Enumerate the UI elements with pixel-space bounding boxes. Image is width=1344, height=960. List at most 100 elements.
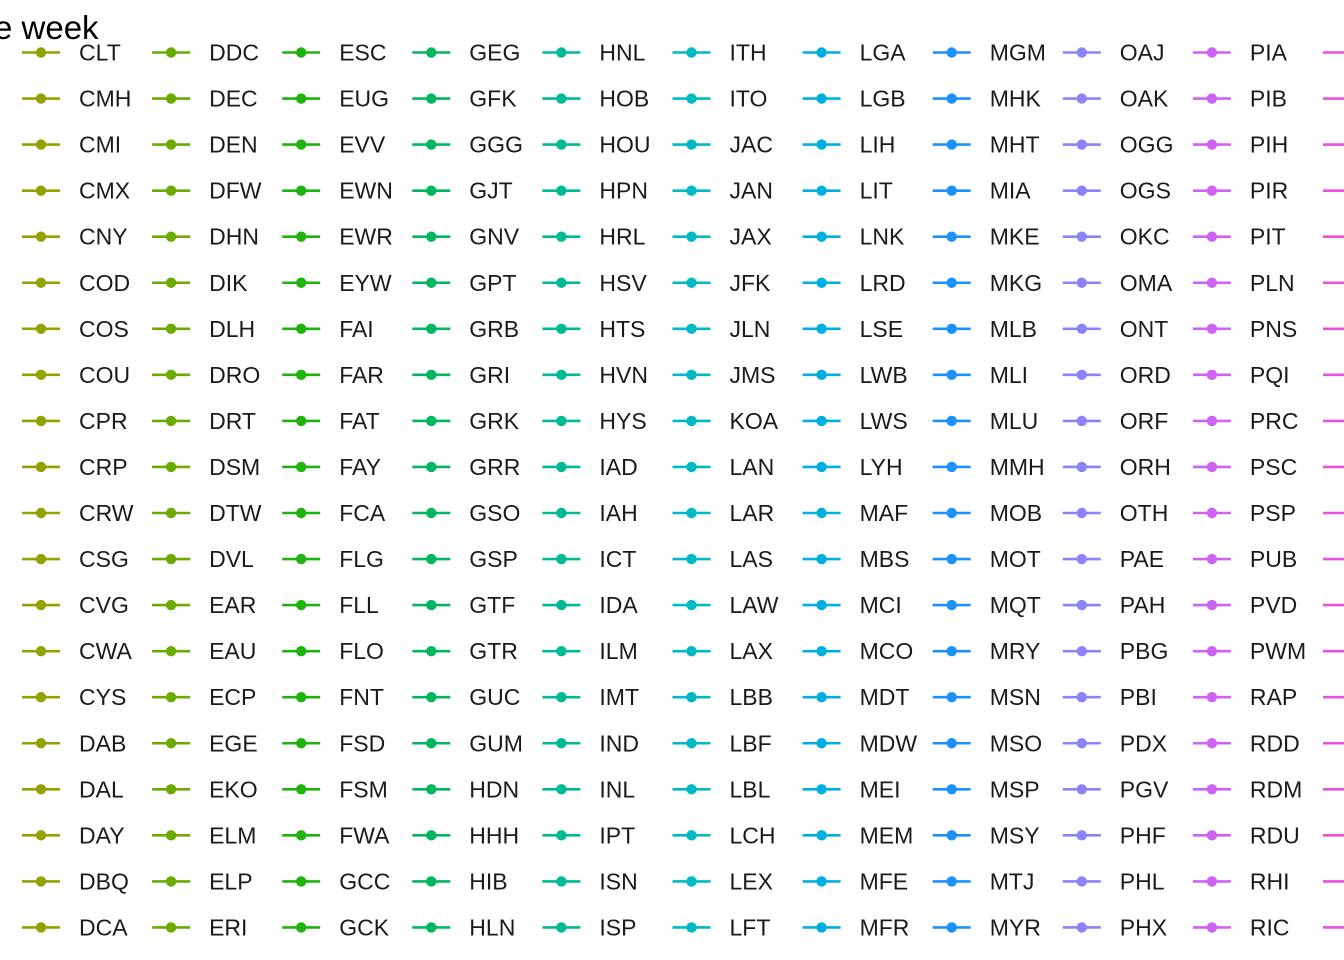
legend-label: JLN	[730, 316, 771, 342]
legend-key-point	[296, 738, 307, 749]
legend-item: FSM	[282, 776, 388, 802]
legend-label: OTH	[1120, 500, 1169, 526]
legend-key-point	[816, 277, 827, 288]
legend-item: MSO	[932, 730, 1042, 756]
legend-key-point	[35, 922, 47, 933]
legend-item: GGG	[412, 132, 523, 158]
legend-item: OKC	[1062, 224, 1170, 250]
legend-label: LAR	[730, 500, 775, 526]
legend-label: PHF	[1120, 822, 1166, 848]
legend-item: ILM	[542, 638, 638, 664]
legend-label: LBL	[730, 776, 771, 802]
legend-item: EAR	[152, 592, 256, 618]
legend-label: DDC	[209, 40, 259, 66]
legend-key-point	[686, 784, 697, 795]
legend-key-point	[296, 876, 307, 887]
legend-label: LAW	[730, 592, 779, 618]
legend-label: ESC	[339, 40, 386, 66]
legend-item: GFK	[412, 86, 517, 112]
legend-item: MDT	[802, 684, 909, 710]
legend-label: MHT	[990, 132, 1040, 158]
legend-label: HYS	[599, 408, 646, 434]
legend-key-point	[165, 277, 177, 288]
legend-key-point	[946, 185, 957, 196]
legend-label: LRD	[860, 270, 906, 296]
legend-label: HLN	[469, 914, 515, 940]
legend-item: MEI	[802, 776, 900, 802]
legend-item: IDA	[542, 592, 638, 618]
legend-item: LIH	[802, 132, 895, 158]
legend-key-point	[1076, 47, 1088, 58]
legend-label: MEM	[860, 822, 914, 848]
legend-label: MIA	[990, 178, 1032, 204]
legend-item: FSD	[282, 730, 385, 756]
legend-label: IMT	[599, 684, 639, 710]
legend-item: PHF	[1062, 822, 1166, 848]
legend-key-point	[1206, 599, 1218, 611]
legend-item: HPN	[542, 178, 648, 204]
legend-key-point	[1076, 830, 1088, 841]
legend-item: MKE	[932, 224, 1040, 250]
legend-key-point	[165, 47, 177, 58]
legend-key-point	[556, 369, 567, 381]
legend-key-point	[1076, 185, 1088, 196]
legend-label: PIH	[1250, 132, 1288, 158]
legend-label: LGB	[860, 86, 906, 112]
legend-label: HPN	[599, 178, 648, 204]
legend-key-point	[686, 645, 697, 657]
legend-key-point	[165, 692, 177, 703]
legend-item: LEX	[672, 868, 773, 894]
legend-item: GUM	[412, 730, 523, 756]
legend-item: MCI	[802, 592, 902, 618]
legend-item: MIA	[932, 178, 1032, 204]
legend-item: DRO	[152, 362, 260, 388]
legend-item: LGB	[802, 86, 906, 112]
legend-key-point	[426, 738, 437, 749]
legend-label: COU	[79, 362, 130, 388]
legend-key-point	[426, 185, 437, 196]
legend-key-point	[426, 323, 437, 334]
legend-label: PHL	[1120, 868, 1165, 894]
legend-item: PSC	[1192, 454, 1297, 480]
legend-item: LSE	[802, 316, 903, 342]
legend-key-point	[165, 185, 177, 196]
legend-key-point	[1206, 139, 1218, 150]
legend-key-point	[35, 231, 47, 242]
legend-label: RDU	[1250, 822, 1300, 848]
legend-item: PGV	[1062, 776, 1169, 802]
legend-label: LWS	[860, 408, 908, 434]
legend-key-point	[946, 461, 957, 473]
legend-item: HLN	[412, 914, 515, 940]
legend-key-point	[686, 507, 697, 519]
legend-label: MLU	[990, 408, 1039, 434]
legend-key-point	[816, 922, 827, 933]
legend-key-point	[1076, 461, 1088, 473]
legend-item: JFK	[672, 270, 771, 296]
legend-key-point	[296, 784, 307, 795]
legend-label: DAY	[79, 822, 125, 848]
legend-key-point	[35, 47, 47, 58]
legend-key-point	[165, 461, 177, 473]
legend-label: RHI	[1250, 868, 1290, 894]
legend-item: MLU	[932, 408, 1039, 434]
legend-item: JAC	[672, 132, 773, 158]
legend-label: CNY	[79, 224, 128, 250]
legend-label: MRY	[990, 638, 1041, 664]
legend-item: DTW	[152, 500, 262, 526]
legend-key-point	[35, 692, 47, 703]
legend-item: MYR	[932, 914, 1041, 940]
legend-label: ORH	[1120, 454, 1171, 480]
legend-key-point	[426, 507, 437, 519]
legend-item: CRW	[22, 500, 134, 526]
legend-label: LBF	[730, 730, 772, 756]
legend-item: FAT	[282, 408, 380, 434]
legend-item: HOU	[542, 132, 651, 158]
legend-label: FAY	[339, 454, 381, 480]
legend-label: IAD	[599, 454, 637, 480]
legend-label: GRB	[469, 316, 519, 342]
legend-key-point	[35, 553, 47, 565]
legend-label: ECP	[209, 684, 256, 710]
legend-item: ELP	[152, 868, 253, 894]
legend-item: MLB	[932, 316, 1037, 342]
legend-item: MLI	[932, 362, 1028, 388]
